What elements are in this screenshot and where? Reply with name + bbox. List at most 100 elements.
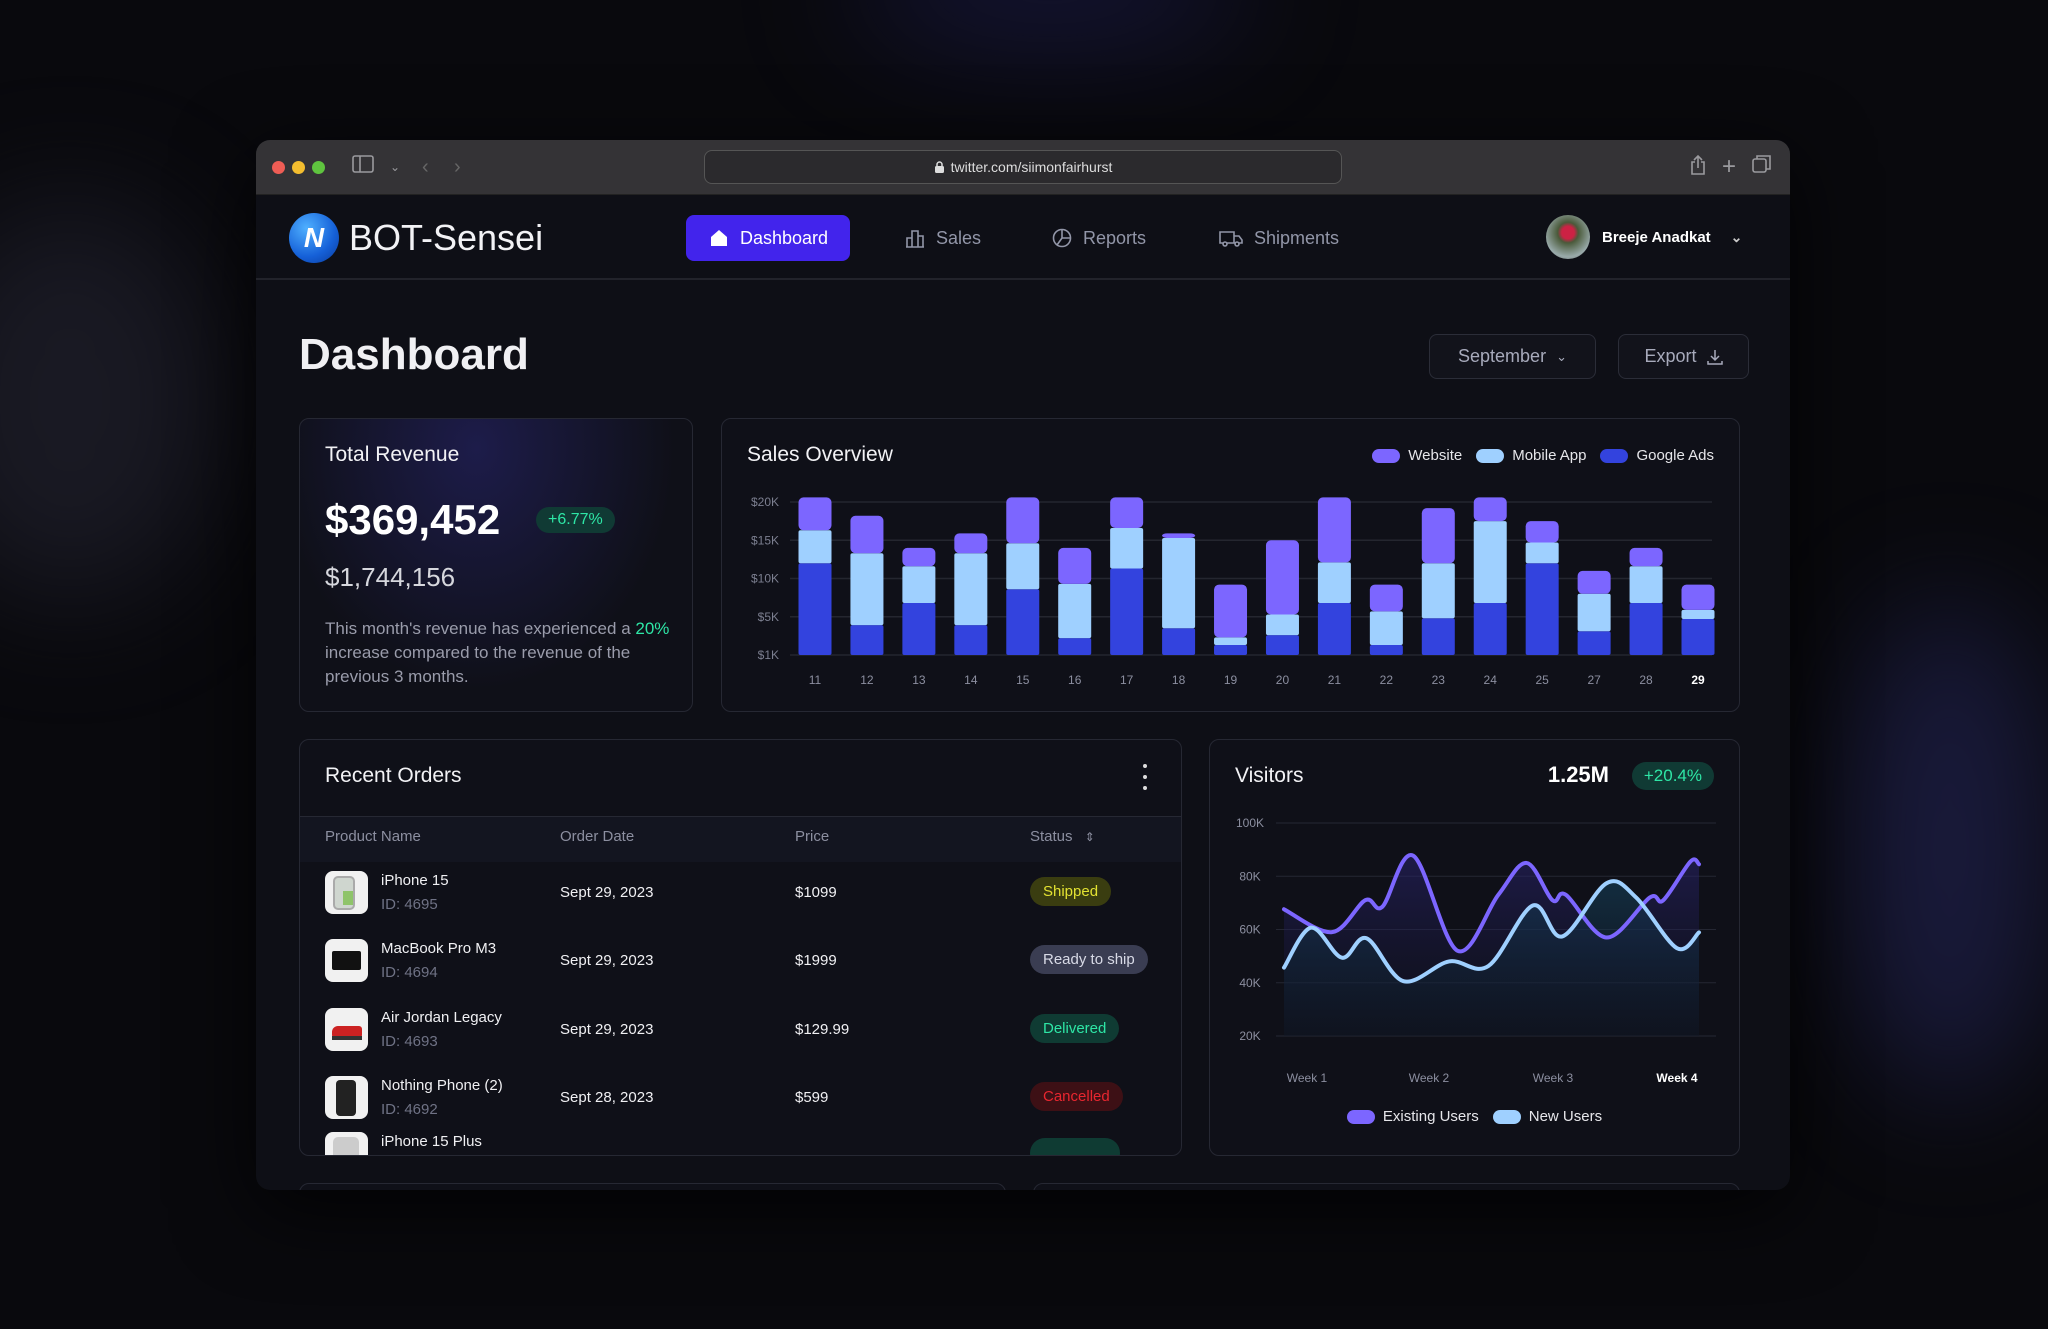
desc-text: increase compared to the revenue of the …: [325, 643, 631, 686]
y-tick-label: $15K: [751, 533, 779, 547]
y-tick-label: $1K: [758, 648, 779, 662]
bar-segment-mobile-app: [1162, 537, 1196, 629]
legend-label: Website: [1408, 447, 1463, 464]
brand-logo[interactable]: N: [289, 213, 339, 263]
bar-chart-icon: [906, 230, 924, 248]
table-row[interactable]: iPhone 15 Plus: [300, 1132, 1181, 1155]
legend-website[interactable]: Website: [1372, 447, 1462, 464]
x-tick-label: 18: [1172, 673, 1186, 687]
bar-segment-website: [1525, 521, 1559, 543]
table-row[interactable]: Nothing Phone (2) ID: 4692 Sept 28, 2023…: [300, 1076, 1181, 1155]
brand-name: BOT-Sensei: [349, 217, 544, 258]
legend-label: New Users: [1528, 1108, 1603, 1125]
nav-reports[interactable]: Reports: [1029, 215, 1168, 261]
nav-label: Shipments: [1254, 227, 1340, 248]
nav-dashboard[interactable]: Dashboard: [686, 215, 851, 261]
legend-google-ads[interactable]: Google Ads: [1600, 447, 1714, 464]
y-tick-label: $10K: [751, 572, 779, 586]
table-row[interactable]: iPhone 15 ID: 4695 Sept 29, 2023 $1099 S…: [300, 871, 1181, 953]
revenue-secondary: $1,744,156: [325, 562, 456, 592]
export-label: Export: [1644, 346, 1697, 366]
close-window-button[interactable]: [272, 161, 285, 174]
nav-sales[interactable]: Sales: [882, 215, 1003, 261]
bar-segment-mobile-app: [1629, 566, 1663, 603]
y-tick-label: $20K: [751, 495, 779, 509]
user-menu[interactable]: Breeje Anadkat ⌄: [1546, 215, 1742, 259]
legend-mobile-app[interactable]: Mobile App: [1476, 447, 1586, 464]
back-icon[interactable]: ‹: [422, 156, 429, 178]
visitors-total: 1.25M: [1547, 762, 1609, 787]
nav-shipments[interactable]: Shipments: [1196, 215, 1361, 261]
column-header[interactable]: Order Date: [560, 828, 635, 845]
more-options-icon[interactable]: [1138, 764, 1152, 790]
y-tick-label: $5K: [758, 610, 779, 624]
order-price: $1099: [795, 884, 837, 901]
legend-swatch: [1476, 448, 1505, 463]
order-date: Sept 28, 2023: [560, 1089, 654, 1106]
revenue-description: This month's revenue has experienced a 2…: [325, 617, 675, 689]
product-name: iPhone 15 Plus: [381, 1133, 482, 1150]
export-button[interactable]: Export: [1618, 334, 1749, 379]
x-tick-label: 28: [1639, 673, 1653, 687]
month-select-value: September: [1458, 346, 1547, 366]
bar-segment-google-ads: [1473, 602, 1507, 655]
bar-segment-google-ads: [1369, 645, 1403, 655]
table-row[interactable]: Air Jordan Legacy ID: 4693 Sept 29, 2023…: [300, 1008, 1181, 1090]
maximize-window-button[interactable]: [312, 161, 325, 174]
nav-label: Reports: [1083, 227, 1147, 248]
status-badge: Ready to ship: [1030, 945, 1148, 974]
minimize-window-button[interactable]: [292, 161, 305, 174]
tab-overview-icon[interactable]: [1752, 154, 1772, 181]
address-bar[interactable]: twitter.com/siimonfairhurst: [704, 150, 1342, 184]
bar-segment-mobile-app: [850, 553, 884, 626]
product-id: ID: 4693: [381, 1033, 438, 1050]
legend-swatch: [1492, 1109, 1521, 1124]
legend-swatch: [1346, 1109, 1375, 1124]
x-tick-label: Week 2: [1409, 1071, 1450, 1085]
browser-window: ⌄ ‹ › twitter.com/siimonfairhurst + N BO…: [256, 140, 1790, 1190]
recent-orders-card: Recent Orders Product Name Order Date Pr…: [299, 739, 1182, 1156]
x-tick-label: Week 3: [1533, 1071, 1574, 1085]
y-tick-label: 40K: [1239, 976, 1260, 990]
x-tick-label: 23: [1432, 673, 1446, 687]
legend-existing-users[interactable]: Existing Users: [1346, 1108, 1479, 1125]
bar-segment-google-ads: [850, 625, 884, 655]
bar-segment-website: [1577, 570, 1611, 594]
product-id: ID: 4692: [381, 1101, 438, 1118]
bar-segment-website: [1421, 508, 1455, 564]
legend-new-users[interactable]: New Users: [1492, 1108, 1603, 1125]
user-name: Breeje Anadkat: [1602, 228, 1711, 246]
product-name: MacBook Pro M3: [381, 940, 497, 957]
month-select[interactable]: September ⌄: [1429, 334, 1596, 379]
bar-segment-mobile-app: [1058, 583, 1092, 639]
column-header[interactable]: Product Name: [325, 828, 421, 845]
bottom-card-right: [1033, 1183, 1740, 1190]
bar-segment-mobile-app: [954, 553, 988, 626]
app-navbar: N BOT-Sensei Dashboard Sales Reports Shi…: [256, 195, 1790, 280]
forward-icon[interactable]: ›: [454, 156, 461, 178]
bar-segment-mobile-app: [1265, 614, 1299, 636]
order-date: Sept 29, 2023: [560, 884, 654, 901]
page-title: Dashboard: [299, 330, 529, 379]
lock-icon: [934, 160, 944, 173]
table-header: [300, 816, 1181, 862]
total-revenue-card: Total Revenue $369,452 +6.77% $1,744,156…: [299, 418, 693, 712]
new-tab-icon[interactable]: +: [1722, 153, 1737, 180]
bar-segment-google-ads: [902, 602, 936, 655]
bar-segment-google-ads: [1525, 563, 1559, 655]
column-header-status[interactable]: Status ⇕: [1030, 828, 1095, 845]
bottom-card-left: [299, 1183, 1006, 1190]
column-header[interactable]: Price: [795, 828, 830, 845]
x-tick-label: 17: [1120, 673, 1134, 687]
product-name: Nothing Phone (2): [381, 1077, 503, 1094]
product-thumbnail: [325, 939, 368, 982]
share-icon[interactable]: [1690, 154, 1706, 183]
background-blur: [0, 200, 220, 600]
chevron-down-icon[interactable]: ⌄: [390, 160, 401, 174]
line-new-users: [1282, 879, 1701, 984]
sales-legend: Website Mobile App Google Ads: [1372, 447, 1714, 464]
sidebar-toggle-icon[interactable]: [352, 154, 374, 180]
table-row[interactable]: MacBook Pro M3 ID: 4694 Sept 29, 2023 $1…: [300, 939, 1181, 1021]
bar-segment-website: [1473, 497, 1507, 522]
chevron-down-icon: ⌄: [1730, 228, 1743, 245]
